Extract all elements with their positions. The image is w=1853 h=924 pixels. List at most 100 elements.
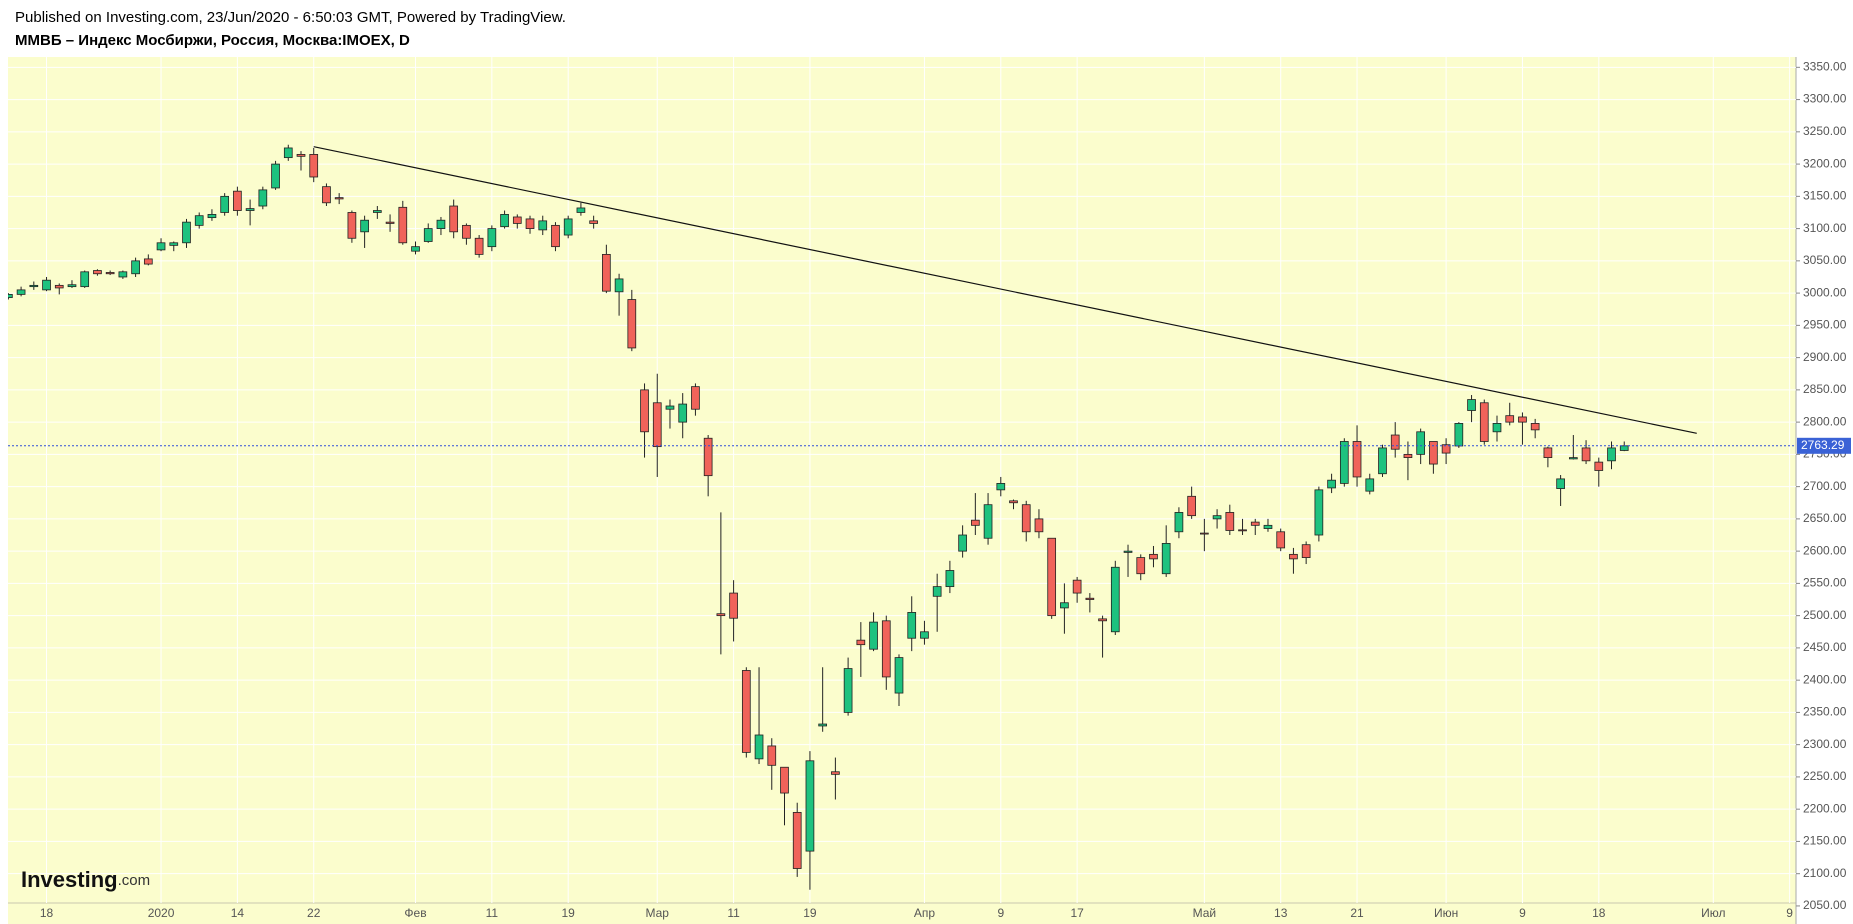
- candle-body: [831, 771, 840, 775]
- candle-body: [194, 215, 204, 226]
- candle-body: [360, 219, 369, 233]
- x-tick-label: 9: [1786, 906, 1793, 920]
- candle-body: [1581, 447, 1591, 462]
- x-tick-label: Апр: [914, 906, 936, 920]
- candle-body: [958, 534, 967, 552]
- candle-body: [1225, 512, 1235, 531]
- candle-body: [652, 402, 662, 448]
- candle-body: [920, 631, 929, 639]
- trendline: [313, 146, 1697, 434]
- candle-body: [1607, 447, 1616, 462]
- candle-body: [1429, 441, 1438, 465]
- x-axis-strip: [8, 903, 1796, 924]
- y-tick-label: 2200.00: [1803, 801, 1847, 815]
- candle-body: [767, 745, 777, 766]
- candle-body: [1174, 512, 1184, 533]
- y-tick-label: 2550.00: [1803, 576, 1847, 590]
- last-price-box: [1797, 437, 1851, 454]
- candle-body: [856, 639, 866, 646]
- candle-body: [1238, 529, 1247, 532]
- y-tick-label: 2150.00: [1803, 834, 1847, 848]
- y-tick-label: 3050.00: [1803, 253, 1847, 267]
- candle-body: [907, 612, 917, 639]
- candle-body: [1212, 515, 1222, 520]
- y-tick-label: 2350.00: [1803, 705, 1847, 719]
- candle-body: [729, 592, 738, 619]
- x-tick-label: Мар: [646, 906, 670, 920]
- logo-main: Investing: [21, 867, 118, 892]
- y-tick-label: 2700.00: [1803, 479, 1847, 493]
- candle-body: [1200, 532, 1209, 535]
- candle-body: [220, 195, 230, 213]
- candle-body: [805, 760, 815, 852]
- candle-body: [843, 668, 853, 713]
- candle-body: [1467, 399, 1476, 411]
- candle-body: [602, 253, 611, 292]
- y-tick-label: 2900.00: [1803, 350, 1847, 364]
- candle-body: [1009, 500, 1018, 504]
- candle-body: [411, 246, 420, 252]
- x-tick-label: 19: [803, 906, 817, 920]
- axes: 2050.00 2100.00 2150.00 2200.00 2250.00 2300.…: [40, 59, 1851, 920]
- candle-body: [869, 621, 878, 650]
- candle-body: [1403, 453, 1413, 459]
- x-tick-label: 18: [1592, 906, 1606, 920]
- candle-body: [1543, 447, 1553, 459]
- candle-body: [8, 293, 13, 299]
- candle-body: [131, 260, 140, 275]
- y-tick-label: 2500.00: [1803, 608, 1847, 622]
- y-tick-label: 2050.00: [1803, 898, 1847, 912]
- candle-body: [1072, 579, 1082, 594]
- x-tick-label: Июн: [1434, 906, 1458, 920]
- candle-body: [970, 519, 980, 526]
- chart-title: ММВБ – Индекс Мосбиржи, Россия, Москва:I…: [15, 32, 410, 49]
- candle-body: [487, 228, 497, 248]
- candle-body: [1492, 423, 1502, 433]
- candle-body: [1021, 504, 1031, 533]
- y-tick-label: 2100.00: [1803, 866, 1847, 880]
- candle-body: [42, 279, 51, 291]
- candle-body: [640, 389, 649, 433]
- x-tick-label: 18: [40, 906, 54, 920]
- candle-body: [1149, 553, 1158, 560]
- candle-body: [525, 218, 535, 229]
- x-tick-label: 22: [307, 906, 321, 920]
- candle-body: [1263, 524, 1273, 529]
- candle-body: [1530, 423, 1540, 431]
- candle-body: [1479, 402, 1489, 442]
- candle-body: [398, 206, 408, 244]
- candle-body: [614, 278, 624, 293]
- candle-body: [1123, 550, 1133, 553]
- logo: Investing.com: [21, 867, 150, 892]
- x-tick-label: 11: [727, 906, 740, 920]
- candle-body: [500, 214, 509, 228]
- x-tick-label: 9: [1519, 906, 1526, 920]
- x-tick-label: 9: [997, 906, 1004, 920]
- candle-body: [93, 270, 102, 275]
- candle-body: [1390, 434, 1400, 450]
- x-tick-label: 19: [562, 906, 576, 920]
- candle-body: [1110, 566, 1120, 633]
- candle-body: [462, 224, 471, 239]
- candle-body: [449, 205, 459, 233]
- candle-body: [80, 271, 90, 288]
- candle-body: [156, 242, 166, 251]
- candle-body: [1518, 416, 1527, 423]
- candle-body: [881, 620, 891, 678]
- candle-body: [67, 284, 77, 288]
- grid: [8, 57, 1796, 903]
- x-tick-label: 17: [1070, 906, 1084, 920]
- candle-body: [512, 216, 522, 224]
- last-price-label: 2763.29: [1801, 438, 1845, 452]
- marks: [8, 144, 1796, 890]
- candle-body: [1161, 542, 1171, 575]
- y-tick-label: 2850.00: [1803, 382, 1847, 396]
- y-tick-label: 2800.00: [1803, 414, 1847, 428]
- y-tick-label: 2950.00: [1803, 318, 1847, 332]
- candle-body: [932, 586, 942, 597]
- candle-body: [1441, 444, 1451, 454]
- candle-body: [678, 403, 688, 423]
- candle-body: [589, 220, 598, 224]
- candle-body: [1339, 441, 1349, 484]
